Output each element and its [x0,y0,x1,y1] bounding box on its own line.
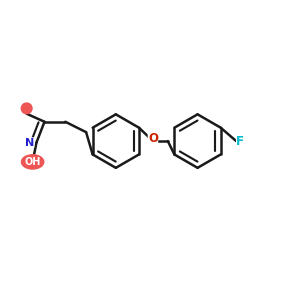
Text: O: O [148,132,158,145]
Circle shape [21,103,32,114]
Text: N: N [25,138,34,148]
Text: OH: OH [24,157,41,167]
Ellipse shape [22,155,44,169]
Text: F: F [236,135,244,148]
